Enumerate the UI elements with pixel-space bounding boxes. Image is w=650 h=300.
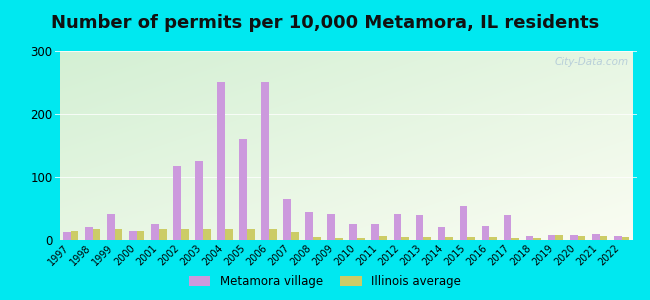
Bar: [393, 214, 401, 240]
Bar: [291, 232, 299, 240]
Bar: [225, 229, 233, 240]
Bar: [526, 236, 534, 240]
Bar: [151, 224, 159, 240]
Bar: [614, 236, 621, 240]
Bar: [85, 227, 93, 240]
Bar: [401, 237, 409, 240]
Bar: [159, 229, 166, 240]
Bar: [570, 235, 577, 240]
Bar: [335, 238, 343, 240]
Bar: [504, 215, 512, 240]
Text: City-Data.com: City-Data.com: [554, 57, 629, 67]
Bar: [350, 224, 357, 240]
Bar: [548, 235, 556, 240]
Bar: [534, 238, 541, 240]
Bar: [489, 237, 497, 240]
Bar: [621, 237, 629, 240]
Bar: [203, 229, 211, 240]
Text: Number of permits per 10,000 Metamora, IL residents: Number of permits per 10,000 Metamora, I…: [51, 14, 599, 32]
Bar: [269, 229, 277, 240]
Bar: [445, 237, 453, 240]
Bar: [357, 238, 365, 240]
Bar: [328, 214, 335, 240]
Bar: [129, 230, 136, 240]
Bar: [217, 82, 225, 240]
Bar: [195, 160, 203, 240]
Bar: [423, 237, 431, 240]
Bar: [115, 229, 122, 240]
Bar: [577, 236, 585, 240]
Bar: [437, 227, 445, 240]
Bar: [482, 226, 489, 240]
Bar: [460, 206, 467, 240]
Bar: [136, 230, 144, 240]
Bar: [467, 237, 475, 240]
Bar: [107, 214, 115, 240]
Bar: [63, 232, 71, 240]
Bar: [512, 238, 519, 240]
Bar: [239, 139, 247, 240]
Bar: [93, 229, 100, 240]
Bar: [306, 212, 313, 240]
Bar: [371, 224, 379, 240]
Bar: [261, 82, 269, 240]
Bar: [173, 166, 181, 240]
Bar: [283, 199, 291, 240]
Bar: [592, 234, 599, 240]
Bar: [247, 229, 255, 240]
Bar: [71, 230, 79, 240]
Bar: [181, 229, 188, 240]
Bar: [556, 235, 563, 240]
Bar: [415, 215, 423, 240]
Bar: [379, 236, 387, 240]
Bar: [599, 236, 607, 240]
Bar: [313, 237, 321, 240]
Legend: Metamora village, Illinois average: Metamora village, Illinois average: [184, 270, 466, 292]
